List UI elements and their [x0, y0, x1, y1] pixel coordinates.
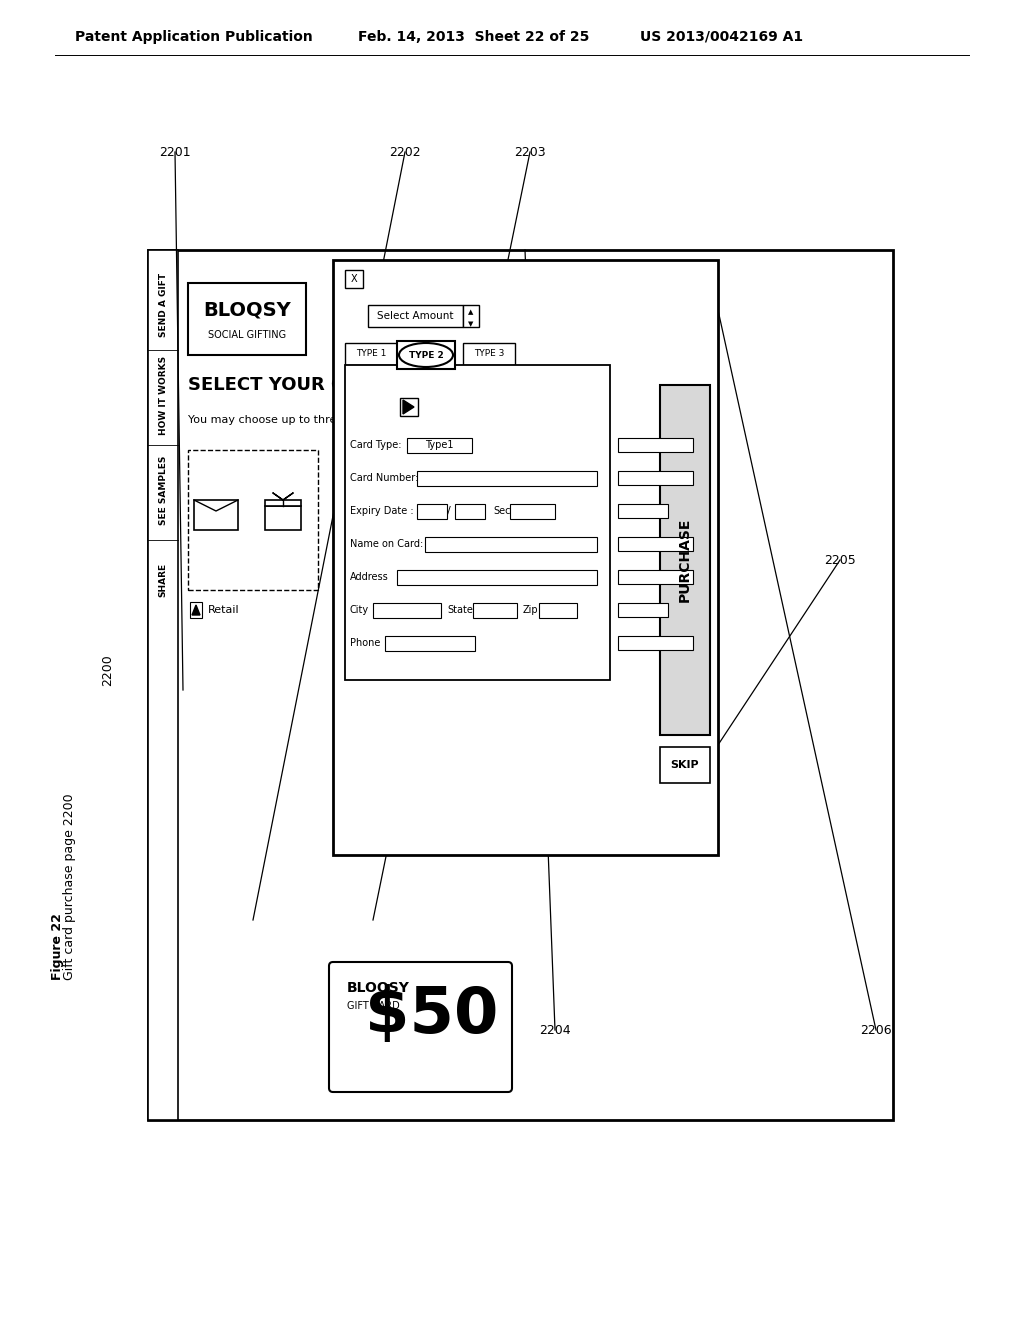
Bar: [188, 450, 318, 590]
Bar: [618, 537, 693, 550]
Polygon shape: [403, 400, 414, 414]
Bar: [660, 747, 710, 783]
Text: 2206: 2206: [860, 1023, 892, 1036]
Text: ▲: ▲: [468, 309, 474, 315]
Text: $50: $50: [365, 983, 498, 1045]
FancyBboxPatch shape: [329, 962, 512, 1092]
Text: Gift card purchase page 2200: Gift card purchase page 2200: [63, 793, 77, 979]
Text: /: /: [447, 506, 451, 516]
Text: 2202: 2202: [389, 145, 421, 158]
Text: Phone: Phone: [350, 638, 380, 648]
Text: BLOQSY cards can purchase any one of: BLOQSY cards can purchase any one of: [333, 510, 539, 520]
Bar: [618, 636, 693, 649]
Bar: [510, 504, 555, 519]
Text: 2200: 2200: [101, 655, 115, 686]
Text: operate with click here: operate with click here: [333, 560, 453, 569]
Text: City: City: [350, 605, 369, 615]
Text: Figure 22: Figure 22: [51, 913, 65, 979]
Bar: [148, 249, 178, 1119]
Bar: [345, 271, 362, 288]
Text: Click here for more details: Click here for more details: [333, 626, 471, 635]
Bar: [368, 305, 463, 327]
Text: SKIP: SKIP: [671, 760, 699, 770]
Text: Type1: Type1: [425, 440, 454, 450]
Bar: [618, 504, 668, 517]
Text: Card Number:: Card Number:: [350, 473, 419, 483]
Bar: [361, 1015, 372, 1024]
Text: a complete list of businesses we currently: a complete list of businesses we current…: [333, 543, 553, 553]
Text: TYPE 1: TYPE 1: [355, 350, 386, 359]
Text: X: X: [350, 275, 357, 284]
Text: a larger number of retailer gift cards. For: a larger number of retailer gift cards. …: [333, 527, 547, 536]
Bar: [618, 603, 668, 616]
Bar: [400, 399, 418, 416]
Text: Name on Card:: Name on Card:: [350, 539, 423, 549]
Text: SELECT YOUR GIFT: SELECT YOUR GIFT: [188, 376, 377, 393]
Text: US 2013/0042169 A1: US 2013/0042169 A1: [640, 30, 803, 44]
Bar: [539, 603, 577, 618]
Text: Retail: Retail: [208, 605, 240, 615]
Text: 2204: 2204: [540, 1023, 570, 1036]
Bar: [660, 385, 710, 735]
Text: SEE SAMPLES: SEE SAMPLES: [159, 455, 168, 524]
Text: Select Amount: Select Amount: [377, 312, 454, 321]
Text: Feb. 14, 2013  Sheet 22 of 25: Feb. 14, 2013 Sheet 22 of 25: [358, 30, 590, 44]
Bar: [375, 1015, 386, 1024]
Text: TYPE 3: TYPE 3: [474, 350, 504, 359]
Text: BLOQSY: BLOQSY: [203, 301, 291, 319]
Text: Card Type:: Card Type:: [350, 440, 401, 450]
Bar: [425, 537, 597, 552]
Text: State: State: [447, 605, 473, 615]
Text: Zip: Zip: [523, 605, 539, 615]
Text: SEND A GIFT: SEND A GIFT: [159, 273, 168, 337]
Bar: [417, 504, 447, 519]
Bar: [463, 343, 515, 366]
Bar: [333, 260, 718, 855]
Bar: [473, 603, 517, 618]
Text: Expiry Date :: Expiry Date :: [350, 506, 414, 516]
Bar: [455, 504, 485, 519]
Bar: [345, 366, 610, 680]
Text: HOW IT WORKS: HOW IT WORKS: [159, 355, 168, 434]
Text: SHARE: SHARE: [159, 562, 168, 597]
Text: TYPE 2: TYPE 2: [409, 351, 443, 359]
Text: You may choose up to three options: You may choose up to three options: [188, 414, 388, 425]
Bar: [407, 438, 472, 453]
Bar: [194, 500, 238, 531]
Text: 2201: 2201: [159, 145, 190, 158]
Bar: [618, 438, 693, 451]
Text: BLOQSY cards do not have an expiration: BLOQSY cards do not have an expiration: [333, 593, 545, 602]
Text: PURCHASE: PURCHASE: [678, 517, 692, 602]
Text: BLOQSY: BLOQSY: [347, 981, 410, 995]
Bar: [618, 471, 693, 484]
Text: Sec: Sec: [493, 506, 511, 516]
Text: Address: Address: [350, 572, 389, 582]
Bar: [188, 282, 306, 355]
Bar: [265, 506, 301, 531]
Text: 2205: 2205: [824, 553, 856, 566]
Bar: [265, 500, 301, 506]
Ellipse shape: [399, 343, 453, 367]
Text: ▼: ▼: [468, 321, 474, 327]
Bar: [618, 570, 693, 583]
Text: date.: date.: [333, 609, 359, 619]
Text: Patent Application Publication: Patent Application Publication: [75, 30, 312, 44]
Bar: [397, 341, 455, 370]
Bar: [417, 471, 597, 486]
Bar: [190, 602, 202, 618]
Bar: [373, 603, 441, 618]
Bar: [397, 570, 597, 585]
Text: SOCIAL GIFTING: SOCIAL GIFTING: [208, 330, 286, 339]
Bar: [463, 305, 479, 327]
Polygon shape: [193, 605, 200, 615]
Text: 2203: 2203: [514, 145, 546, 158]
Bar: [385, 636, 475, 651]
Bar: [347, 1015, 358, 1024]
Bar: [345, 343, 397, 366]
Bar: [148, 249, 893, 1119]
Text: GIFT CARD: GIFT CARD: [347, 1001, 399, 1011]
